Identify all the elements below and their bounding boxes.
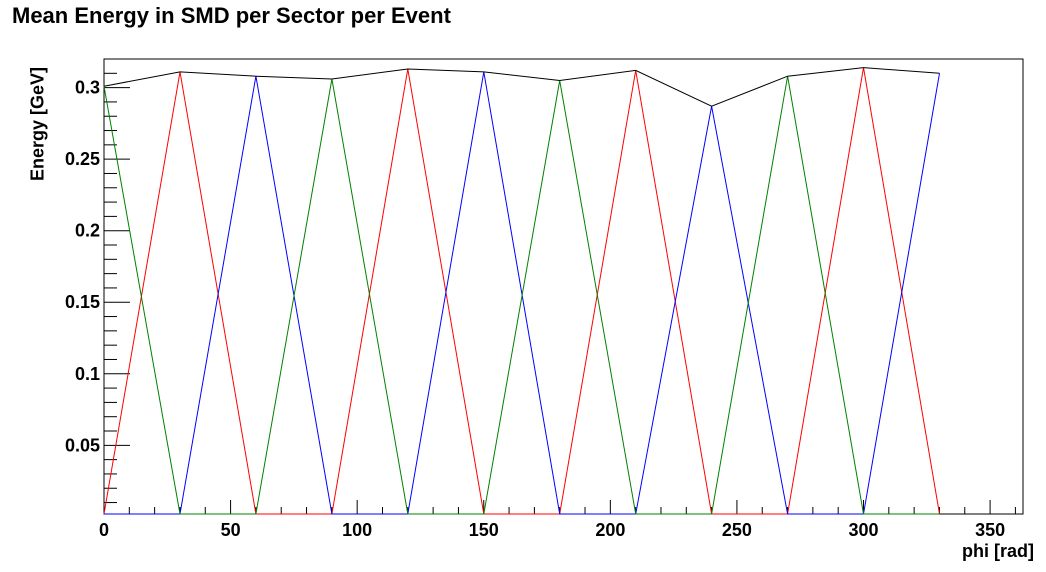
series-line-3	[103, 76, 940, 515]
series-line-1	[103, 67, 940, 515]
y-tick-label: 0.2	[75, 221, 100, 241]
y-tick-label: 0.05	[65, 435, 100, 455]
chart-title: Mean Energy in SMD per Sector per Event	[12, 3, 451, 28]
y-tick-label: 0.25	[65, 149, 100, 169]
y-tick-label: 0.3	[75, 78, 100, 98]
x-tick-label: 250	[722, 520, 752, 540]
plot-frame	[103, 58, 1024, 515]
x-tick-label: 50	[221, 520, 241, 540]
x-tick-label: 100	[342, 520, 372, 540]
x-axis-label: phi [rad]	[962, 541, 1034, 561]
x-tick-label: 150	[469, 520, 499, 540]
x-tick-label: 0	[99, 520, 109, 540]
y-tick-label: 0.1	[75, 364, 100, 384]
x-tick-label: 350	[975, 520, 1005, 540]
x-tick-label: 200	[595, 520, 625, 540]
x-tick-label: 300	[848, 520, 878, 540]
series-line-2	[104, 71, 940, 515]
series-line-0	[103, 67, 940, 107]
y-tick-label: 0.15	[65, 292, 100, 312]
